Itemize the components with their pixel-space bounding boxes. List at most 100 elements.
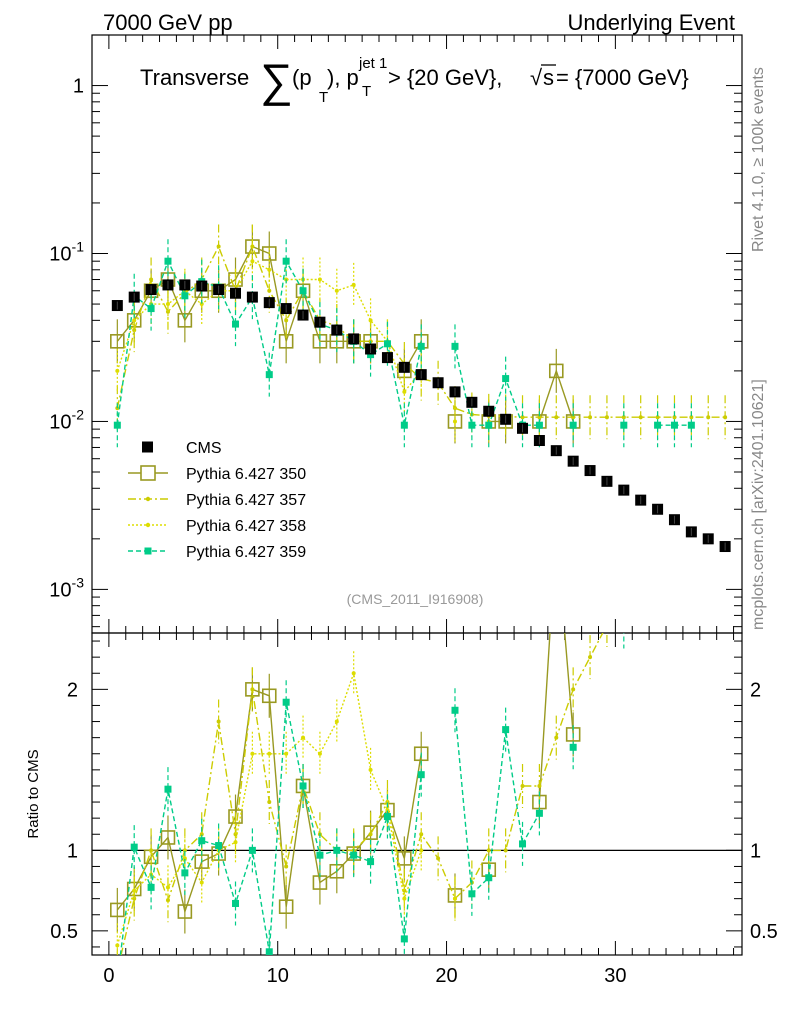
series-4-ratio-point (114, 976, 121, 983)
series-4-ratio-line (119, 702, 422, 955)
x-tick-label: 10 (267, 965, 289, 987)
series-3-ratio-point (165, 885, 170, 890)
series-4-main-point (282, 257, 290, 265)
legend-entry: Pythia 6.427 358 (128, 518, 306, 535)
series-4-ratio-point (502, 726, 510, 734)
series-4-ratio-point (417, 771, 425, 779)
ratio-panel-frame (91, 632, 743, 956)
analysis-watermark: (CMS_2011_I916908) (347, 591, 484, 607)
series-3-ratio-point (233, 840, 238, 845)
y-tick-label: 10-2 (49, 406, 84, 433)
title-text-1: Transverse (140, 65, 249, 90)
series-3-ratio-point (334, 719, 339, 724)
y-tick-label: 10-1 (49, 239, 84, 266)
series-1-ratio-line (538, 633, 574, 803)
series-3-main-point (267, 267, 272, 272)
rivet-label: Rivet 4.1.0, ≥ 100k events (750, 67, 767, 252)
series-4-main-line (454, 346, 540, 426)
legend-label: Pythia 6.427 358 (186, 518, 306, 535)
series-4-ratio-point (333, 846, 341, 854)
series-2-ratio-point (605, 623, 609, 627)
title-text-5: = {7000 GeV} (556, 65, 689, 90)
legend-entry: Pythia 6.427 359 (128, 544, 306, 561)
series-4-ratio-point (350, 851, 358, 859)
series-4-ratio-point (367, 858, 375, 866)
series-4-ratio-line (454, 710, 541, 896)
series-4-main-point (232, 320, 240, 328)
series-4-ratio-point (400, 935, 408, 943)
series-2-ratio-point (149, 848, 154, 853)
series-2-main-point (723, 415, 728, 420)
series-2-main-point (706, 415, 711, 420)
series-2-main-point (689, 415, 694, 420)
legend-entry: CMS (142, 440, 222, 457)
series-2-ratio-point (267, 800, 272, 805)
title-sqrt: √ (530, 65, 543, 90)
series-1-ratio-point (110, 902, 125, 918)
series-4-ratio-point (215, 842, 223, 850)
series-4-main-point (299, 287, 307, 295)
series-2-main-point (216, 244, 221, 249)
series-4-main-point (451, 342, 459, 350)
series-2-main-point (655, 415, 660, 420)
series-2-main-point (604, 415, 609, 420)
series-4-ratio-point (620, 623, 627, 630)
header-left-label: 7000 GeV pp (103, 10, 233, 35)
series-2-ratio-point (486, 848, 491, 853)
x-tick-label: 20 (435, 965, 457, 987)
legend-entry: Pythia 6.427 350 (128, 465, 306, 483)
series-2-ratio-point (571, 687, 576, 692)
series-2-main-point (537, 415, 542, 420)
series-2-main-point (672, 415, 677, 420)
series-4-main-point (620, 421, 628, 429)
legend: CMS Pythia 6.427 350 Pythia 6.427 357 Pythi… (128, 440, 306, 561)
series-3-ratio-point (385, 808, 390, 813)
main-plot-area (110, 224, 731, 553)
series-4-main-point (687, 421, 695, 429)
series-3-ratio-point (199, 880, 204, 885)
series-2-main-point (284, 318, 289, 323)
legend-marker (145, 522, 151, 528)
series-4-main-point (113, 421, 121, 429)
series-3-ratio-point (317, 751, 322, 756)
series-3-ratio-point (368, 767, 373, 772)
series-4-main-point (400, 421, 408, 429)
series-3-ratio-point (402, 896, 407, 901)
x-tick-label: 30 (604, 965, 626, 987)
series-4-main-point (383, 340, 391, 348)
series-3-main-point (317, 277, 322, 282)
series-2-ratio-point (165, 898, 170, 903)
x-tick-label: 0 (103, 965, 114, 987)
series-2-main-point (267, 288, 272, 293)
series-4-main-point (181, 292, 189, 300)
series-2-ratio-point (503, 848, 508, 853)
ratio-plot-area (110, 623, 627, 983)
series-2-ratio-point (537, 783, 542, 788)
legend-marker (142, 441, 153, 453)
series-3-main-point (351, 282, 356, 287)
series-4-ratio-point (164, 785, 172, 793)
series-2-ratio-point (250, 687, 255, 692)
series-2-main-point (554, 415, 559, 420)
series-4-main-point (654, 421, 662, 429)
series-4-main-point (502, 375, 510, 383)
series-2-ratio-point (368, 832, 373, 837)
series-4-ratio-point (265, 948, 273, 955)
series-3-ratio-point (452, 896, 457, 901)
series-1-ratio-point (363, 825, 378, 840)
series-3-ratio-point (351, 671, 356, 676)
series-3-main-point (250, 259, 255, 264)
title-sum-symbol: ∑ (260, 54, 293, 106)
series-2-ratio-point (284, 864, 289, 869)
series-4-main-point (147, 305, 155, 313)
series-1-ratio-point (160, 830, 176, 845)
series-4-main-point (265, 371, 273, 379)
legend-marker (145, 496, 151, 502)
series-4-ratio-point (299, 782, 307, 790)
series-3-ratio-point (267, 751, 272, 756)
series-4-ratio-point (468, 890, 476, 898)
ratio-y-tick-label: 2 (67, 679, 78, 701)
series-2-main-point (571, 415, 576, 420)
series-4-ratio-point (383, 813, 391, 821)
